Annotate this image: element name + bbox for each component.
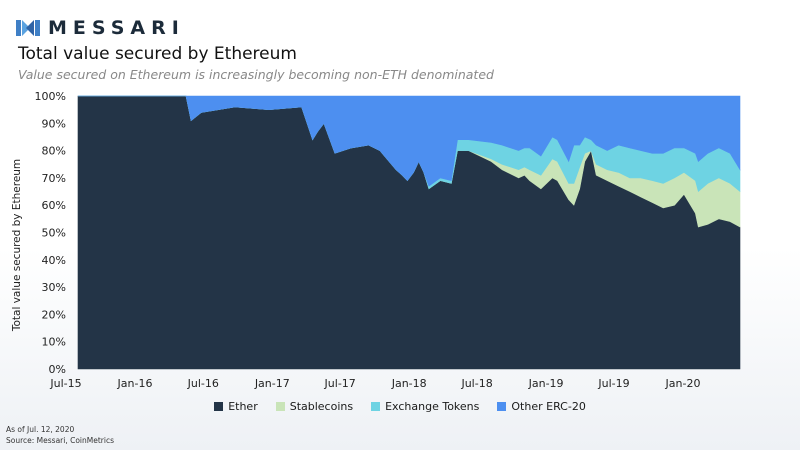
x-tick-label: Jul-19 [597,377,629,390]
y-tick-label: 10% [42,336,66,349]
y-tick-label: 0% [49,363,66,376]
plot-area [77,95,741,370]
messari-logo: MESSARI [16,18,185,38]
brand-name: MESSARI [48,17,185,39]
x-tick-label: Jan-17 [254,377,290,390]
legend-swatch [371,402,381,411]
x-tick-label: Jan-20 [665,377,701,390]
chart-title: Total value secured by Ethereum [18,44,297,64]
legend-label: Stablecoins [289,400,354,413]
as-of-note: As of Jul. 12, 2020 [6,425,75,434]
y-tick-label: 30% [42,281,66,294]
y-tick-label: 80% [42,145,66,158]
chart-legend: Ether Stablecoins Exchange Tokens Other ERC… [0,400,800,413]
legend-item: Stablecoins [275,400,354,413]
x-tick-label: Jul-18 [460,377,492,390]
x-tick-label: Jan-16 [117,377,153,390]
legend-label: Other ERC-20 [511,400,586,413]
y-tick-label: 40% [42,254,66,267]
y-tick-label: 60% [42,199,66,212]
legend-label: Ether [228,400,258,413]
legend-swatch [497,402,507,411]
x-tick-label: Jul-17 [324,377,356,390]
y-axis-label: Total value secured by Ethereum [11,159,23,332]
y-tick-label: 100% [35,90,66,103]
y-tick-label: 20% [42,308,66,321]
y-axis: 0% 10% 20% 30% 40% 50% 60% 70% 80% 90% 100% [35,90,66,376]
area-series-other-erc-20 [78,95,741,187]
x-tick-label: Jul-15 [49,377,81,390]
x-tick-label: Jul-16 [187,377,219,390]
chart-subtitle: Value secured on Ethereum is increasingl… [18,67,494,82]
legend-swatch [275,402,285,411]
legend-swatch [214,402,224,411]
legend-item: Ether [214,400,258,413]
source-note: Source: Messari, CoinMetrics [6,436,114,445]
x-axis: Jul-15 Jan-16 Jul-16 Jan-17 Jul-17 Jan-18 Jul-… [49,377,700,390]
y-tick-label: 70% [42,172,66,185]
y-tick-label: 90% [42,117,66,130]
x-tick-label: Jan-18 [391,377,427,390]
x-tick-label: Jan-19 [528,377,564,390]
legend-item: Exchange Tokens [371,400,479,413]
legend-label: Exchange Tokens [385,400,480,413]
y-tick-label: 50% [42,227,66,240]
messari-logo-icon [16,20,40,36]
legend-item: Other ERC-20 [497,400,586,413]
